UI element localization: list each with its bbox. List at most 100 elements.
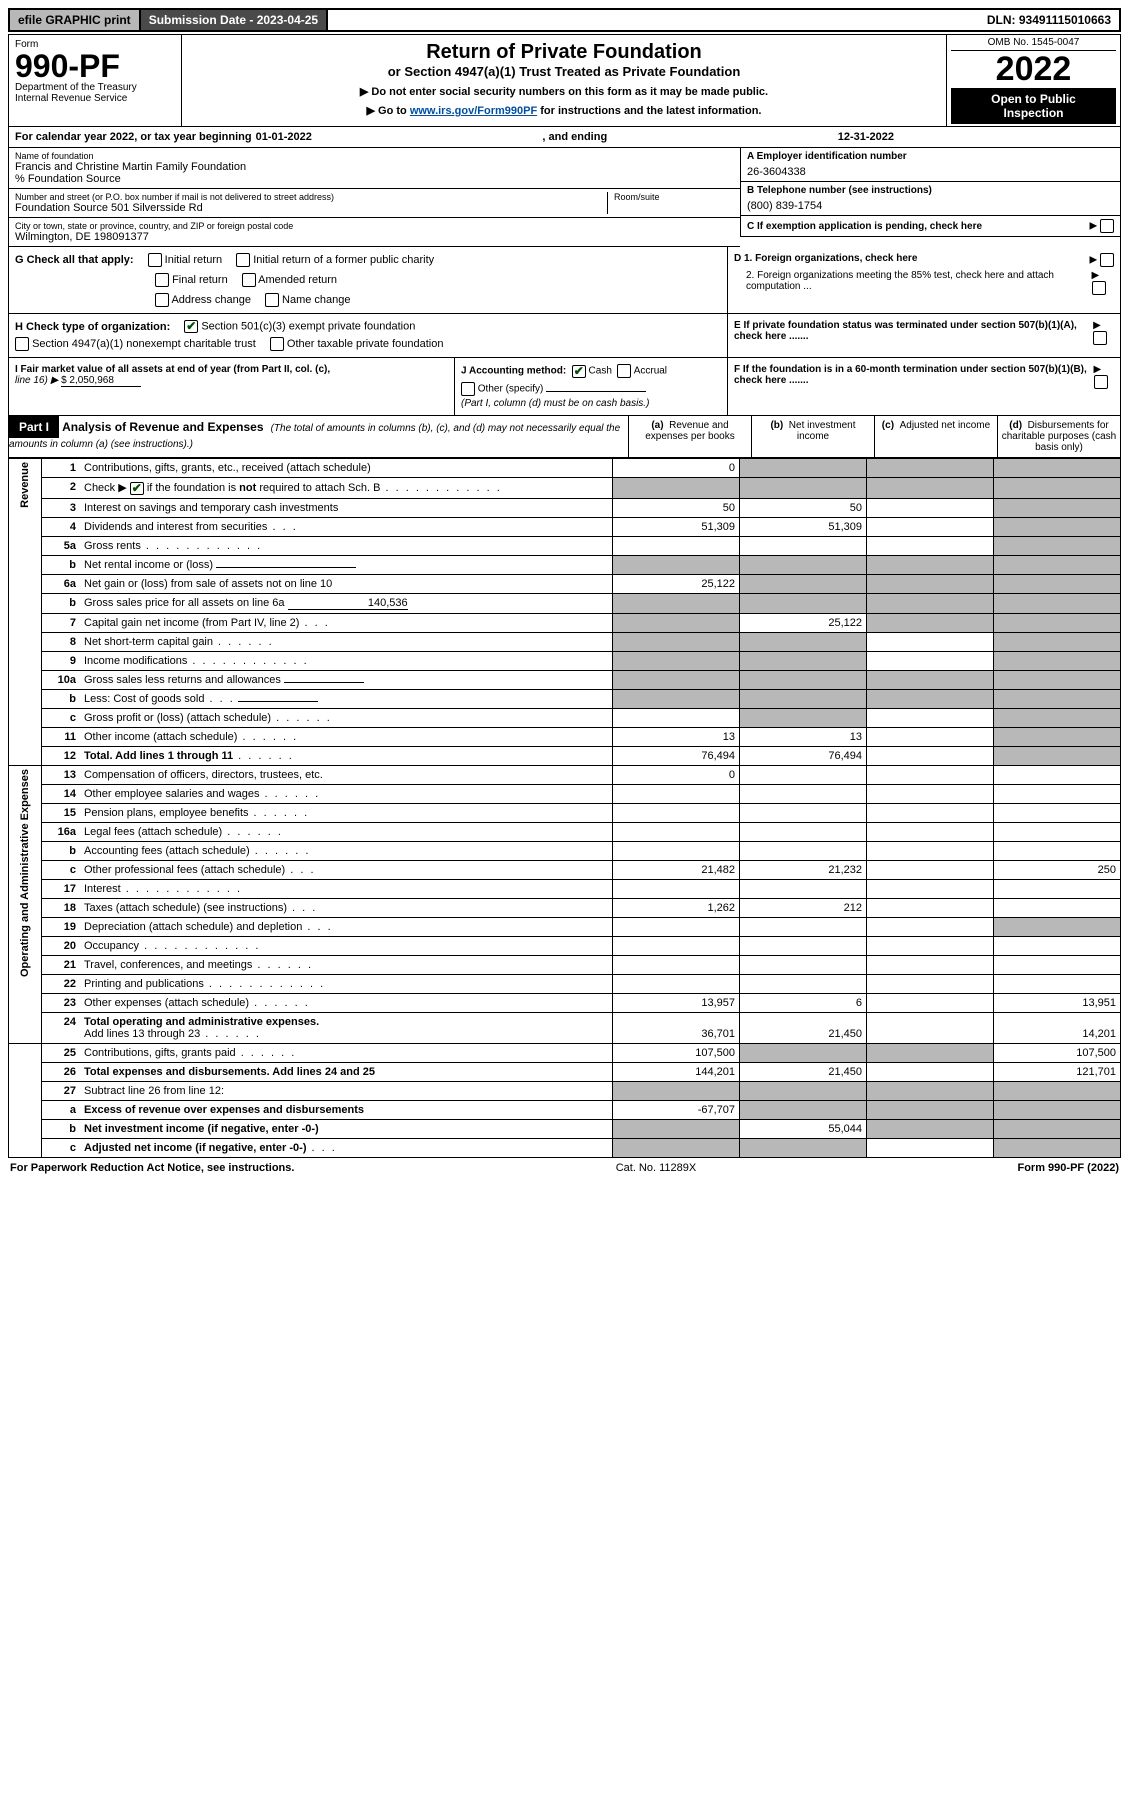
table-row: 10a Gross sales less returns and allowan… — [9, 670, 1121, 689]
form-number: 990-PF — [15, 50, 175, 82]
table-row: b Net rental income or (loss) — [9, 555, 1121, 574]
checkbox-d1[interactable] — [1100, 253, 1114, 267]
analysis-table: Revenue 1 Contributions, gifts, grants, … — [8, 458, 1121, 1158]
r1-a: 0 — [613, 459, 740, 478]
table-row: 22 Printing and publications — [9, 974, 1121, 993]
foundation-name: Francis and Christine Martin Family Foun… — [15, 161, 734, 173]
table-row: 17 Interest — [9, 879, 1121, 898]
section-g: G Check all that apply: Initial return I… — [9, 247, 727, 314]
table-row: 23 Other expenses (attach schedule) 13,9… — [9, 993, 1121, 1012]
table-row: c Gross profit or (loss) (attach schedul… — [9, 708, 1121, 727]
instruction-1: ▶ Do not enter social security numbers o… — [188, 85, 940, 98]
checkbox-initial-return[interactable] — [148, 253, 162, 267]
form-header: Form 990-PF Department of the Treasury I… — [8, 34, 1121, 127]
section-e: E If private foundation status was termi… — [727, 314, 1120, 358]
table-row: 27 Subtract line 26 from line 12: — [9, 1081, 1121, 1100]
year-begin: 01-01-2022 — [256, 131, 312, 143]
instr2-post: for instructions and the latest informat… — [537, 105, 761, 117]
table-row: 20 Occupancy — [9, 936, 1121, 955]
section-h: H Check type of organization: ✔ Section … — [9, 314, 727, 358]
table-row: c Adjusted net income (if negative, ente… — [9, 1138, 1121, 1157]
table-row: a Excess of revenue over expenses and di… — [9, 1100, 1121, 1119]
instr2-pre: ▶ Go to — [367, 105, 410, 117]
table-row: 6a Net gain or (loss) from sale of asset… — [9, 574, 1121, 593]
form-link[interactable]: www.irs.gov/Form990PF — [410, 105, 537, 117]
table-row: Operating and Administrative Expenses 13… — [9, 765, 1121, 784]
checkbox-other-taxable[interactable] — [270, 337, 284, 351]
section-h-e: H Check type of organization: ✔ Section … — [8, 314, 1121, 358]
table-row: 9 Income modifications — [9, 651, 1121, 670]
table-row: 18 Taxes (attach schedule) (see instruct… — [9, 898, 1121, 917]
ein: 26-3604338 — [747, 166, 1114, 178]
phone: (800) 839-1754 — [747, 200, 1114, 212]
submission-date: Submission Date - 2023-04-25 — [141, 10, 328, 30]
table-row: 8 Net short-term capital gain — [9, 632, 1121, 651]
footer-right: Form 990-PF (2022) — [1017, 1162, 1119, 1174]
phone-cell: B Telephone number (see instructions) (8… — [740, 182, 1120, 216]
table-row: b Less: Cost of goods sold — [9, 689, 1121, 708]
top-bar: efile GRAPHIC print Submission Date - 20… — [8, 8, 1121, 32]
table-row: Revenue 1 Contributions, gifts, grants, … — [9, 459, 1121, 478]
checkbox-name-change[interactable] — [265, 293, 279, 307]
room-label: Room/suite — [614, 192, 734, 202]
year-end: 12-31-2022 — [838, 131, 1114, 143]
checkbox-sch-b[interactable]: ✔ — [130, 482, 144, 495]
efile-label: efile GRAPHIC print — [10, 10, 141, 30]
checkbox-501c3[interactable]: ✔ — [184, 320, 198, 333]
table-row: 3 Interest on savings and temporary cash… — [9, 498, 1121, 517]
city-cell: City or town, state or province, country… — [9, 218, 740, 247]
foundation-care-of: % Foundation Source — [15, 173, 734, 185]
checkbox-address-change[interactable] — [155, 293, 169, 307]
checkbox-final-return[interactable] — [155, 273, 169, 287]
part1-header-row: Part I Analysis of Revenue and Expenses … — [8, 416, 1121, 458]
section-ijf: I Fair market value of all assets at end… — [8, 358, 1121, 416]
table-row: 26 Total expenses and disbursements. Add… — [9, 1062, 1121, 1081]
dept-line1: Department of the Treasury — [15, 82, 175, 93]
exemption-pending-cell: C If exemption application is pending, c… — [740, 216, 1120, 237]
section-f: F If the foundation is in a 60-month ter… — [728, 358, 1120, 415]
table-row: 25 Contributions, gifts, grants paid 107… — [9, 1043, 1121, 1062]
dept-line2: Internal Revenue Service — [15, 93, 175, 104]
table-row: 7 Capital gain net income (from Part IV,… — [9, 613, 1121, 632]
checkbox-accrual[interactable] — [617, 364, 631, 378]
revenue-side-label: Revenue — [9, 459, 42, 766]
table-row: 5a Gross rents — [9, 536, 1121, 555]
table-row: 16a Legal fees (attach schedule) — [9, 822, 1121, 841]
checkbox-other-method[interactable] — [461, 382, 475, 396]
section-j: J Accounting method: ✔ Cash Accrual Othe… — [455, 358, 728, 415]
section-g-d: G Check all that apply: Initial return I… — [8, 247, 1121, 314]
part1-title: Part I Analysis of Revenue and Expenses … — [9, 416, 628, 457]
col-b-head: (b) Net investment income — [751, 416, 874, 457]
expenses-side-label: Operating and Administrative Expenses — [9, 765, 42, 1043]
instruction-2: ▶ Go to www.irs.gov/Form990PF for instru… — [188, 104, 940, 117]
checkbox-4947[interactable] — [15, 337, 29, 351]
checkbox-initial-former[interactable] — [236, 253, 250, 267]
checkbox-c[interactable] — [1100, 219, 1114, 233]
street-address: Foundation Source 501 Silversside Rd — [15, 202, 607, 214]
checkbox-amended[interactable] — [242, 273, 256, 287]
table-row: 19 Depreciation (attach schedule) and de… — [9, 917, 1121, 936]
open-to-public: Open to Public Inspection — [951, 88, 1116, 124]
fmv-amount: $ 2,050,968 — [61, 375, 141, 387]
table-row: 21 Travel, conferences, and meetings — [9, 955, 1121, 974]
table-row: b Accounting fees (attach schedule) — [9, 841, 1121, 860]
dln: DLN: 93491115010663 — [979, 10, 1119, 30]
footer-mid: Cat. No. 11289X — [616, 1162, 697, 1174]
section-i: I Fair market value of all assets at end… — [9, 358, 455, 415]
ein-cell: A Employer identification number 26-3604… — [740, 148, 1120, 182]
checkbox-e[interactable] — [1093, 331, 1107, 345]
col-d-head: (d) Disbursements for charitable purpose… — [997, 416, 1120, 457]
checkbox-f[interactable] — [1094, 375, 1108, 389]
part1-badge: Part I — [9, 416, 59, 438]
table-row: b Net investment income (if negative, en… — [9, 1119, 1121, 1138]
calendar-year-row: For calendar year 2022, or tax year begi… — [8, 127, 1121, 148]
table-row: 4 Dividends and interest from securities… — [9, 517, 1121, 536]
omb-number: OMB No. 1545-0047 — [951, 37, 1116, 51]
table-row: 12 Total. Add lines 1 through 11 76,494 … — [9, 746, 1121, 765]
form-subtitle: or Section 4947(a)(1) Trust Treated as P… — [188, 64, 940, 79]
col-c-head: (c) Adjusted net income — [874, 416, 997, 457]
checkbox-cash[interactable]: ✔ — [572, 365, 586, 378]
address-cell: Number and street (or P.O. box number if… — [9, 189, 740, 218]
table-row: 11 Other income (attach schedule) 13 13 — [9, 727, 1121, 746]
checkbox-d2[interactable] — [1092, 281, 1106, 295]
